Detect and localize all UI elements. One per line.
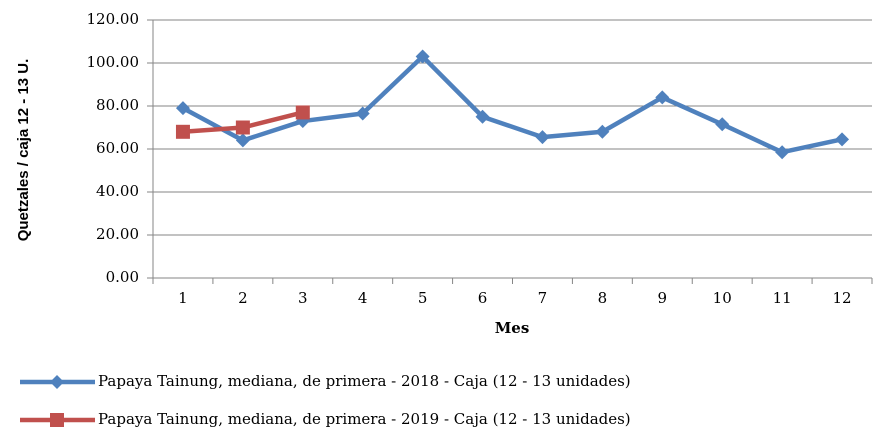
data-point [715, 117, 730, 132]
y-tick-label: 0.00 [106, 268, 139, 286]
data-point [535, 130, 550, 145]
x-tick-label: 8 [598, 289, 608, 307]
data-point [595, 124, 610, 139]
data-point [175, 124, 190, 139]
data-point [475, 109, 490, 124]
y-tick-label: 40.00 [96, 182, 139, 200]
data-point [415, 49, 430, 64]
y-tick-label: 100.00 [87, 53, 140, 71]
x-tick-label: 7 [538, 289, 548, 307]
x-tick-label: 9 [658, 289, 668, 307]
data-point [235, 133, 250, 148]
y-tick-label: 20.00 [96, 225, 139, 243]
legend-marker [50, 375, 64, 389]
series-line [181, 54, 843, 155]
data-point [175, 101, 190, 116]
x-tick-label: 3 [298, 289, 308, 307]
legend-label: Papaya Tainung, mediana, de primera - 20… [98, 372, 631, 390]
data-point [355, 106, 370, 121]
data-point [835, 132, 850, 147]
x-tick-label: 11 [773, 289, 792, 307]
x-tick-label: 2 [238, 289, 248, 307]
x-tick-label: 6 [478, 289, 488, 307]
y-tick-label: 80.00 [96, 96, 139, 114]
x-tick-label: 12 [832, 289, 851, 307]
x-tick-label: 1 [178, 289, 188, 307]
x-tick-label: 5 [418, 289, 428, 307]
data-point [775, 145, 790, 160]
x-tick-label: 4 [358, 289, 368, 307]
x-tick-label: 10 [713, 289, 732, 307]
data-point [655, 90, 670, 105]
legend-marker [50, 413, 64, 427]
data-point [235, 120, 250, 135]
legend-label: Papaya Tainung, mediana, de primera - 20… [98, 410, 631, 428]
y-tick-label: 60.00 [96, 139, 139, 157]
x-axis-label: Mes [495, 319, 530, 337]
data-point [295, 105, 310, 120]
y-tick-label: 120.00 [87, 10, 140, 28]
y-axis-label: Quetzales / caja 12 - 13 U. [15, 59, 32, 242]
